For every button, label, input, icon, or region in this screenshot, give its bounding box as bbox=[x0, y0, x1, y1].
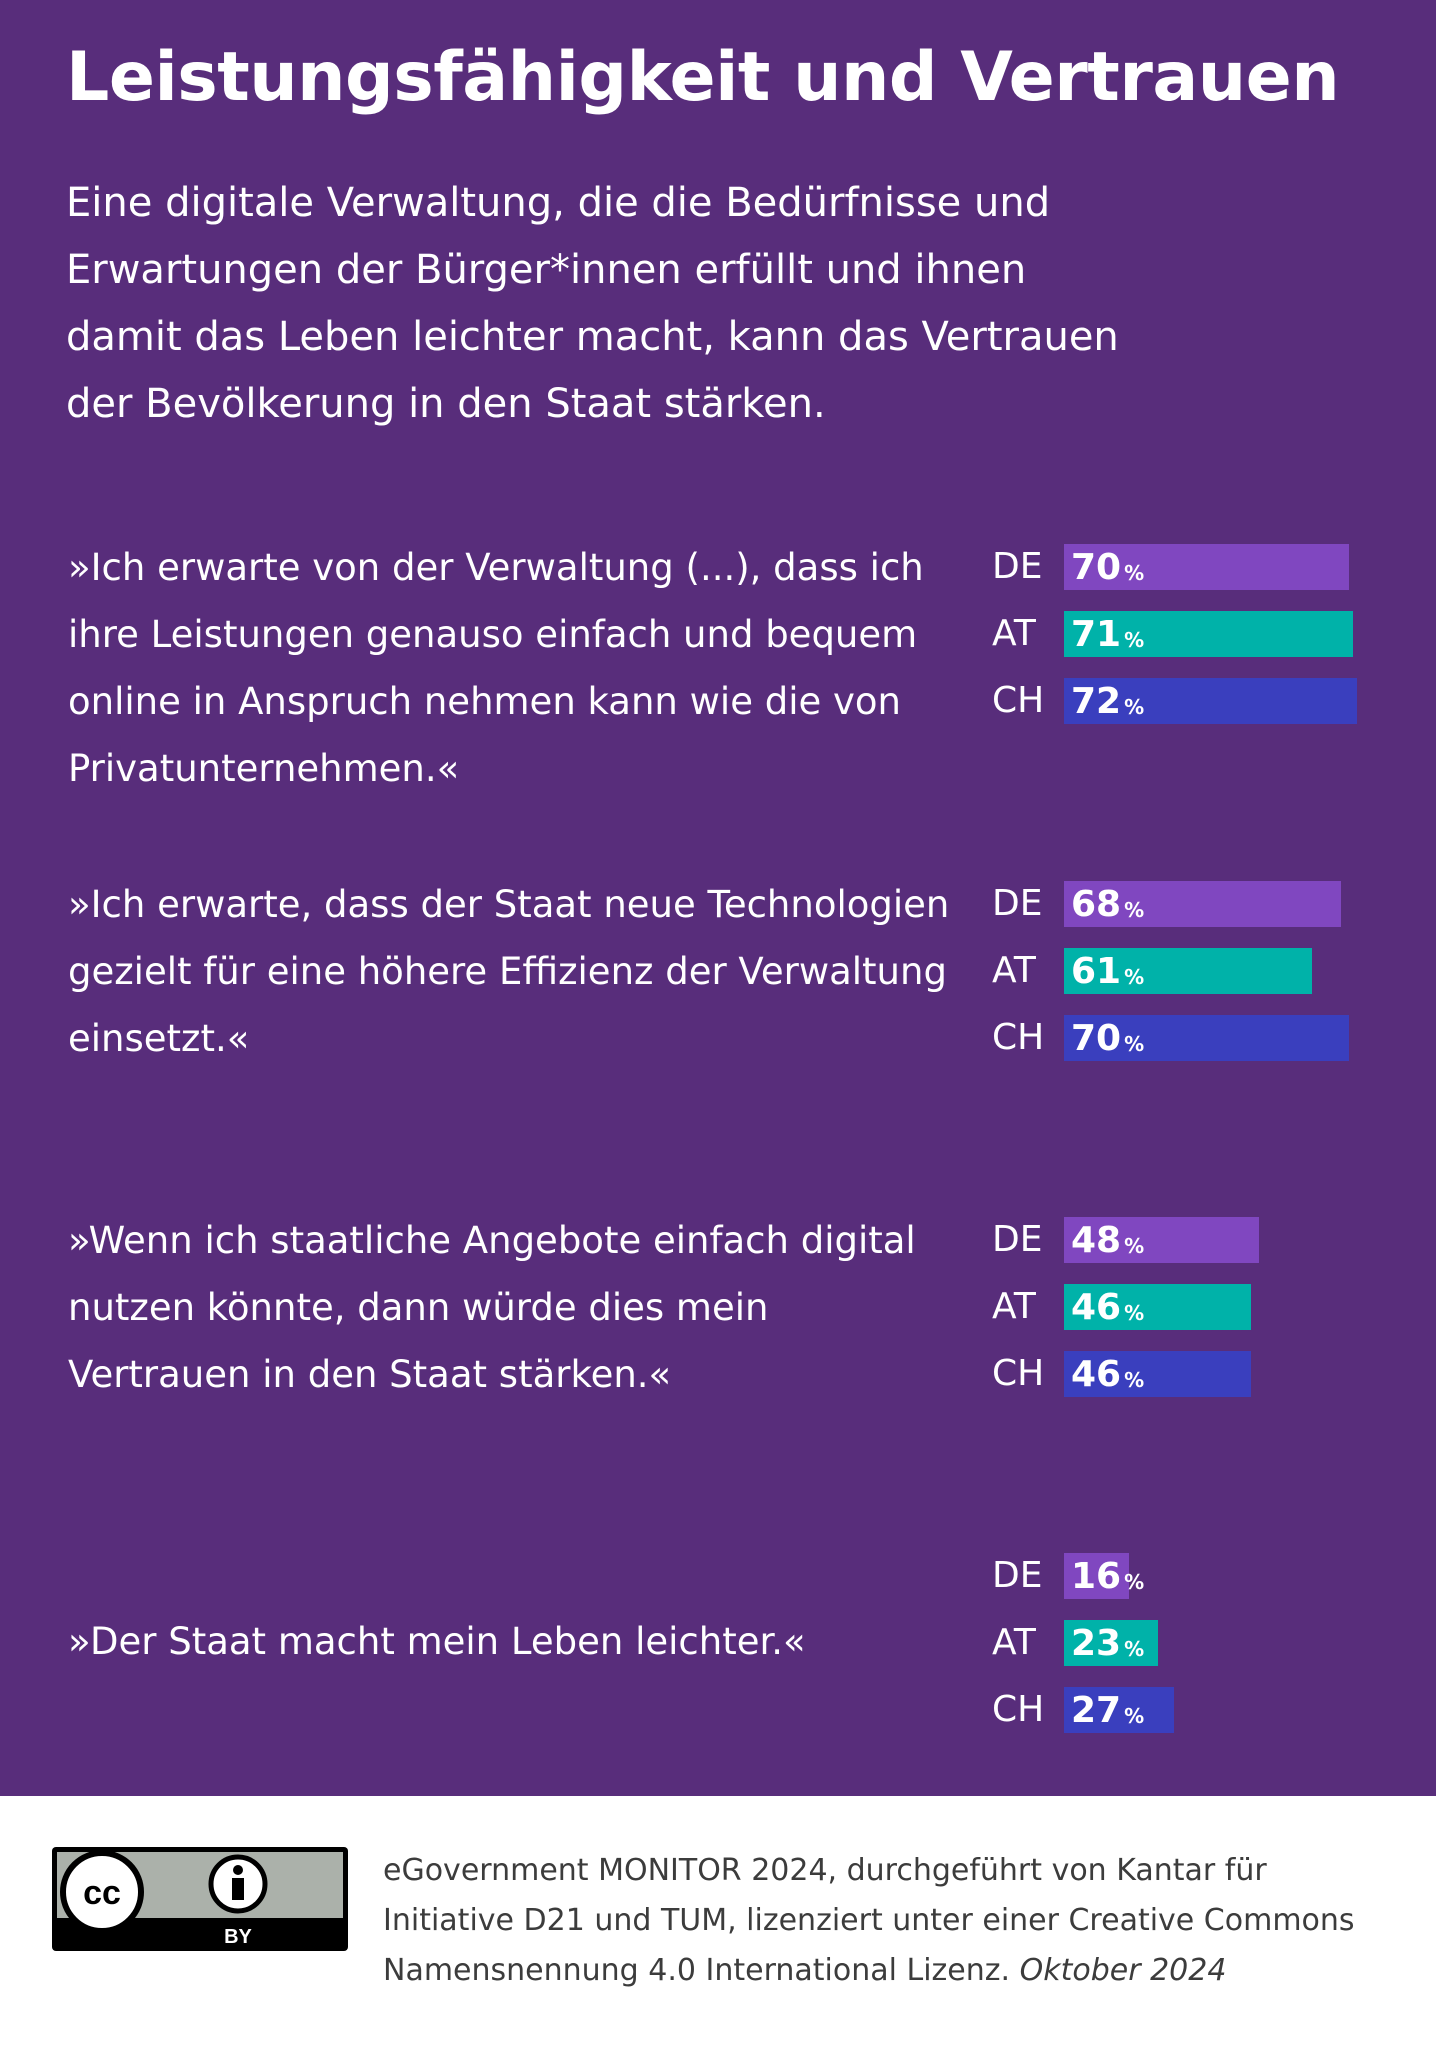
infographic-panel: Leistungsfähigkeit und Vertrauen Eine di… bbox=[0, 0, 1436, 1796]
country-label-de: DE bbox=[992, 546, 1043, 587]
country-label-ch: CH bbox=[992, 1689, 1045, 1730]
percent-sign: % bbox=[1124, 1301, 1145, 1325]
bar-value-label: 23 bbox=[1071, 1622, 1122, 1664]
bar-de-1: 70% bbox=[1064, 544, 1349, 590]
bar-ch-3: 46% bbox=[1064, 1351, 1251, 1397]
percent-sign: % bbox=[1124, 898, 1145, 922]
bar-de-3: 48% bbox=[1064, 1217, 1259, 1263]
percent-sign: % bbox=[1124, 561, 1145, 585]
bar-at-2: 61% bbox=[1064, 948, 1312, 994]
bar-ch-1: 72% bbox=[1064, 678, 1357, 724]
country-label-de: DE bbox=[992, 1555, 1043, 1596]
country-label-at: AT bbox=[992, 950, 1036, 991]
bar-value-label: 48 bbox=[1071, 1219, 1122, 1261]
country-label-ch: CH bbox=[992, 680, 1045, 721]
percent-sign: % bbox=[1124, 1570, 1145, 1594]
bar-value-label: 70 bbox=[1071, 1017, 1122, 1059]
cc-icon bbox=[60, 1850, 144, 1934]
bar-value-label: 68 bbox=[1071, 883, 1122, 925]
country-label-at: AT bbox=[992, 1286, 1036, 1327]
percent-sign: % bbox=[1124, 1234, 1145, 1258]
percent-sign: % bbox=[1124, 628, 1145, 652]
country-label-de: DE bbox=[992, 883, 1043, 924]
bar-value-label: 16 bbox=[1071, 1555, 1122, 1597]
bar-at-1: 71% bbox=[1064, 611, 1353, 657]
by-label: BY bbox=[224, 1926, 252, 1948]
percent-sign: % bbox=[1124, 695, 1145, 719]
svg-text:cc: cc bbox=[83, 1874, 121, 1912]
country-label-at: AT bbox=[992, 613, 1036, 654]
bar-at-3: 46% bbox=[1064, 1284, 1251, 1330]
country-label-ch: CH bbox=[992, 1017, 1045, 1058]
percent-sign: % bbox=[1124, 1368, 1145, 1392]
bar-value-label: 61 bbox=[1071, 950, 1122, 992]
bar-at-4: 23% bbox=[1064, 1620, 1158, 1666]
source-text: eGovernment MONITOR 2024, durchgeführt v… bbox=[383, 1853, 1355, 1988]
statement-4: »Der Staat macht mein Leben leichter.« bbox=[68, 1620, 806, 1663]
country-label-ch: CH bbox=[992, 1353, 1045, 1394]
percent-sign: % bbox=[1124, 1704, 1145, 1728]
bar-value-label: 46 bbox=[1071, 1353, 1122, 1395]
bar-value-label: 27 bbox=[1071, 1689, 1122, 1731]
statement-1: »Ich erwarte von der Verwaltung (...), d… bbox=[68, 546, 924, 790]
source-note: eGovernment MONITOR 2024, durchgeführt v… bbox=[383, 1846, 1383, 1996]
percent-sign: % bbox=[1124, 1637, 1145, 1661]
bar-value-label: 72 bbox=[1071, 680, 1122, 722]
bar-de-4: 16% bbox=[1064, 1553, 1144, 1599]
bar-ch-4: 27% bbox=[1064, 1687, 1174, 1733]
statement-3: »Wenn ich staatliche Angebote einfach di… bbox=[68, 1219, 916, 1396]
bar-de-2: 68% bbox=[1064, 881, 1341, 927]
country-label-de: DE bbox=[992, 1219, 1043, 1260]
country-label-at: AT bbox=[992, 1622, 1036, 1663]
cc-by-license-badge: cc BY bbox=[52, 1847, 348, 1951]
bar-value-label: 70 bbox=[1071, 546, 1122, 588]
source-date: Oktober 2024 bbox=[1019, 1953, 1227, 1988]
statement-2: »Ich erwarte, dass der Staat neue Techno… bbox=[68, 883, 950, 1060]
page-title: Leistungsfähigkeit und Vertrauen bbox=[66, 38, 1340, 117]
intro-text: Eine digitale Verwaltung, die die Bedürf… bbox=[66, 180, 1119, 427]
percent-sign: % bbox=[1124, 965, 1145, 989]
percent-sign: % bbox=[1124, 1032, 1145, 1056]
bar-value-label: 46 bbox=[1071, 1286, 1122, 1328]
bar-value-label: 71 bbox=[1071, 613, 1122, 655]
bar-ch-2: 70% bbox=[1064, 1015, 1349, 1061]
